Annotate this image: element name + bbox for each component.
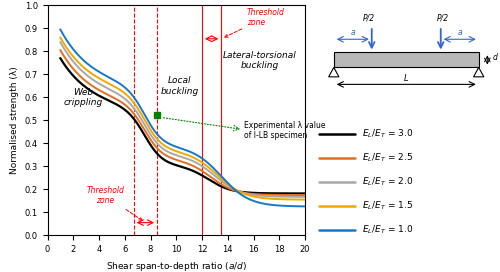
X-axis label: Shear span-to-depth ratio ($a/d$): Shear span-to-depth ratio ($a/d$): [106, 259, 247, 272]
Text: Web
crippling: Web crippling: [64, 88, 103, 107]
Text: Threshold
zone: Threshold zone: [225, 8, 285, 37]
Text: Experimental λ value
of I-LB specimen: Experimental λ value of I-LB specimen: [244, 121, 326, 140]
Text: $E_L/E_T$ = 1.0: $E_L/E_T$ = 1.0: [362, 224, 414, 236]
Text: Local
buckling: Local buckling: [160, 76, 198, 95]
Text: L: L: [404, 74, 408, 83]
Text: Lateral-torsional
buckling: Lateral-torsional buckling: [223, 51, 297, 70]
Text: Threshold
zone: Threshold zone: [86, 186, 142, 221]
Text: a: a: [458, 27, 462, 36]
Text: a: a: [350, 27, 355, 36]
Text: P/2: P/2: [363, 14, 375, 23]
Y-axis label: Normalised strength (λ): Normalised strength (λ): [10, 66, 19, 174]
Text: $E_L/E_T$ = 1.5: $E_L/E_T$ = 1.5: [362, 200, 414, 212]
Text: $E_L/E_T$ = 2.0: $E_L/E_T$ = 2.0: [362, 176, 414, 188]
Text: d: d: [492, 53, 498, 62]
Text: P/2: P/2: [438, 14, 450, 23]
Text: $E_L/E_T$ = 2.5: $E_L/E_T$ = 2.5: [362, 152, 414, 164]
Bar: [334, 52, 478, 67]
Text: $E_L/E_T$ = 3.0: $E_L/E_T$ = 3.0: [362, 128, 414, 140]
